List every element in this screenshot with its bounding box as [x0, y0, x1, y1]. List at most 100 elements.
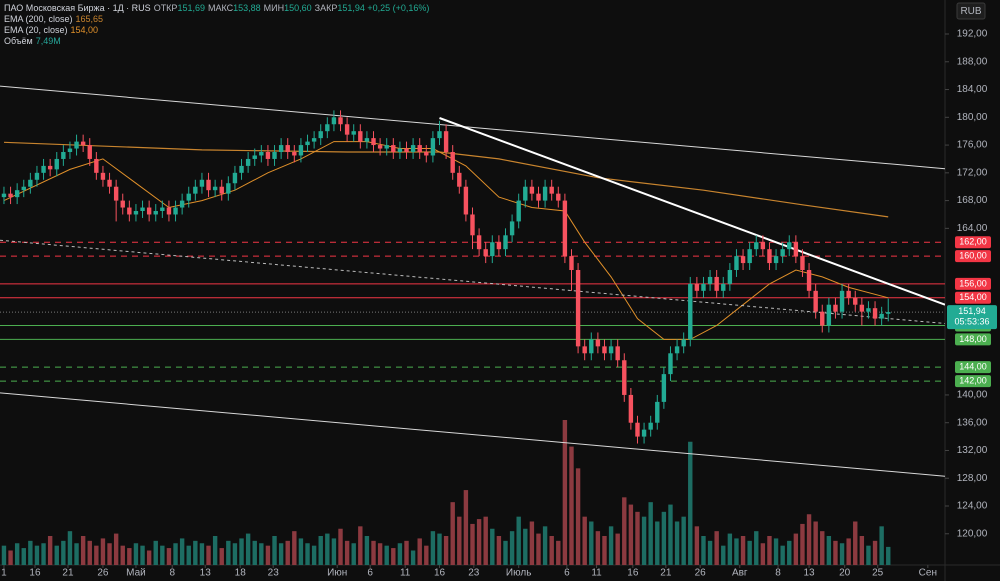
- volume-bar: [787, 540, 792, 565]
- candle-body: [622, 360, 627, 395]
- volume-bar: [608, 526, 614, 565]
- volume-bar: [542, 526, 548, 565]
- candle-body: [252, 155, 257, 159]
- indicator[interactable]: EMA (200, close) 165,65: [4, 14, 429, 25]
- level-label: 142,00: [959, 375, 987, 385]
- y-tick-label: 132,00: [957, 445, 988, 456]
- volume-bar: [377, 543, 383, 565]
- volume-bar: [661, 511, 667, 565]
- candle-body: [872, 308, 878, 319]
- candle-body: [800, 256, 805, 271]
- candle-body: [767, 249, 772, 264]
- change: +0,25 (+0,16%): [367, 3, 430, 13]
- y-tick-label: 168,00: [957, 195, 988, 206]
- x-tick-label: Июн: [327, 568, 347, 579]
- candle-body: [780, 249, 785, 257]
- volume-bar: [602, 536, 607, 565]
- candle-body: [820, 311, 825, 326]
- volume-bar: [219, 548, 224, 565]
- candle-body: [1, 193, 7, 198]
- candle-body: [575, 270, 581, 347]
- volume-bar: [364, 536, 370, 565]
- candle-body: [635, 422, 640, 437]
- candle-body: [674, 346, 680, 354]
- candle-body: [305, 141, 310, 146]
- candle-body: [54, 158, 59, 170]
- candle-body: [879, 313, 884, 319]
- candle-body: [595, 339, 601, 347]
- volume-bar: [87, 540, 92, 565]
- volume-bar: [113, 533, 119, 565]
- volume-bar: [780, 545, 785, 565]
- volume-bar: [338, 528, 343, 565]
- level-label: 144,00: [959, 362, 987, 372]
- indicator[interactable]: Объём 7,49M: [4, 36, 429, 47]
- currency-box[interactable]: [956, 2, 986, 20]
- volume-bar: [265, 545, 271, 565]
- candle-body: [542, 186, 548, 201]
- volume-bar: [872, 540, 878, 565]
- candle-body: [806, 270, 812, 291]
- candle-body: [747, 249, 752, 264]
- volume-bar: [351, 543, 356, 565]
- x-tick-label: 8: [775, 568, 781, 579]
- volume-bar: [391, 548, 396, 565]
- last-price-label: 151,94: [958, 306, 986, 316]
- ohlc-label: МАКС: [207, 3, 234, 13]
- volume-bar: [536, 533, 541, 565]
- volume-bar: [516, 516, 521, 565]
- volume-bar: [140, 545, 145, 565]
- volume-bar: [331, 538, 337, 565]
- candle-body: [424, 152, 429, 156]
- candle-body: [833, 304, 838, 312]
- volume-bar: [826, 536, 832, 565]
- x-tick-label: 11: [400, 568, 411, 579]
- candle-body: [61, 152, 66, 159]
- volume-bar: [615, 533, 620, 565]
- candle-body: [404, 148, 409, 153]
- candle-body: [120, 200, 125, 208]
- x-tick-label: 13: [200, 568, 212, 579]
- candle-body: [681, 339, 686, 347]
- volume-bar: [529, 521, 535, 565]
- volume-bar: [252, 540, 257, 565]
- volume-bar: [714, 531, 719, 565]
- x-tick-label: 6: [367, 568, 373, 579]
- candle-body: [351, 131, 356, 135]
- candle-body: [430, 138, 436, 156]
- volume-bar: [47, 536, 53, 565]
- ohlc-value: 151,94: [337, 3, 365, 13]
- volume-bar: [859, 536, 865, 565]
- volume-bar: [259, 543, 264, 565]
- indicator-value: 165,65: [75, 14, 104, 24]
- x-tick-label: 6: [564, 568, 570, 579]
- candle-body: [754, 242, 759, 250]
- candle-body: [760, 242, 766, 250]
- volume-bar: [232, 543, 238, 565]
- y-tick-label: 164,00: [957, 223, 988, 234]
- volume-bar: [674, 521, 680, 565]
- candle-body: [278, 145, 284, 153]
- line: [0, 239, 945, 324]
- volume-bar: [800, 523, 805, 565]
- candle-body: [490, 242, 495, 257]
- volume-bar: [404, 540, 409, 565]
- candle-body: [536, 193, 541, 201]
- candle-body: [377, 145, 383, 149]
- volume-bar: [430, 531, 436, 565]
- volume-bar: [443, 536, 449, 565]
- candle-body: [186, 193, 191, 201]
- volume-bar: [556, 540, 561, 565]
- y-tick-label: 140,00: [957, 390, 988, 401]
- candle-body: [41, 165, 46, 173]
- candle-body: [443, 131, 449, 153]
- x-tick-label: 16: [434, 568, 446, 579]
- plot: [0, 85, 945, 565]
- volume-bar: [8, 550, 13, 565]
- candle-body: [556, 193, 561, 201]
- volume-bar: [701, 536, 706, 565]
- candle-body: [21, 186, 26, 191]
- indicator[interactable]: EMA (20, close) 154,00: [4, 25, 429, 36]
- volume-bar: [549, 536, 554, 565]
- indicators: EMA (200, close) 165,65 EMA (20, close) 154…: [4, 14, 429, 47]
